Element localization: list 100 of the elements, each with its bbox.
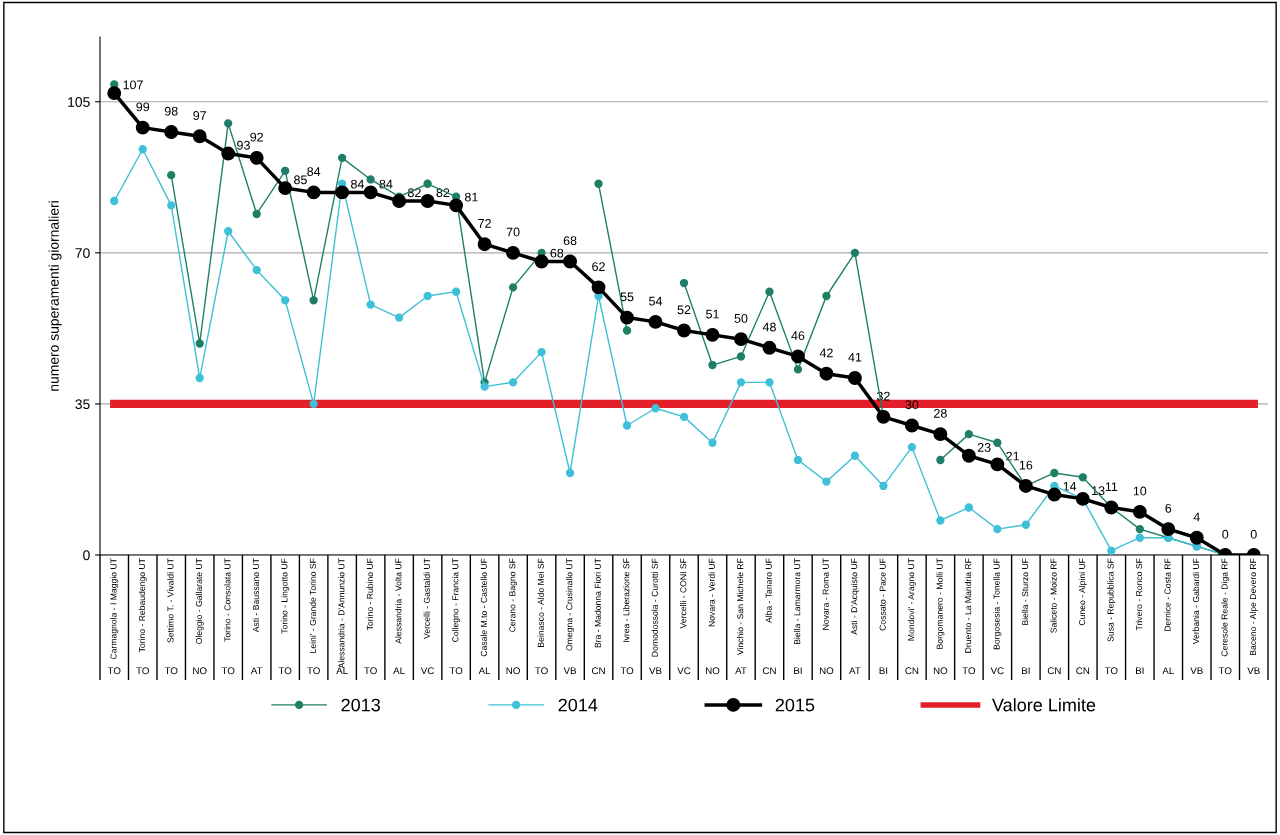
point (278, 181, 293, 196)
point (620, 310, 634, 325)
point (1050, 468, 1059, 478)
category-label: Leini' - Grande Torino SF TO (307, 558, 320, 675)
point (451, 287, 461, 296)
point (736, 378, 746, 387)
data-label: 23 (977, 443, 991, 452)
point (936, 455, 945, 465)
point (847, 371, 862, 385)
point (224, 227, 233, 236)
category-label: Asti - D'Acquisto UF AT (849, 558, 861, 675)
y-axis-title: numero superamenti giornalieri (48, 201, 62, 391)
category-label: Biella - Sturzo UF BI (1021, 558, 1030, 675)
data-label: 10 (1133, 486, 1147, 496)
point (850, 451, 860, 460)
category-label: Asti - Baussano UT AT (250, 558, 263, 675)
point (423, 179, 432, 188)
category-label: Domodossola - Curotti SF VB (649, 558, 662, 675)
category-label: Baceno - Alpe Devero RF VB (1247, 558, 1260, 675)
data-label: 46 (791, 331, 805, 341)
category-label: Cossato - Pace UF BI (879, 558, 888, 675)
point (1047, 487, 1062, 502)
data-label: 6 (1165, 503, 1172, 513)
point (508, 378, 518, 387)
data-label: 28 (934, 408, 947, 418)
point (651, 404, 660, 413)
point (224, 119, 233, 128)
point (591, 280, 606, 295)
point (964, 503, 974, 512)
category-label: Vercelli - Gastaldi UT VC (420, 558, 434, 675)
point (565, 468, 575, 478)
category-label: Omegna - Crusinallo UT VB (563, 558, 577, 675)
category-label: Borgosesia - Tonella UF VC (990, 558, 1004, 675)
point (1107, 546, 1116, 555)
point (648, 314, 663, 329)
category-label: Alba - Tanaro UF CN (762, 558, 776, 675)
point (423, 291, 432, 301)
point (961, 448, 976, 463)
y-tick-label: 70 (75, 248, 90, 258)
point (822, 291, 831, 301)
point (138, 145, 147, 154)
point (480, 382, 489, 391)
category-label: Ivrea - Liberazione SF TO (620, 558, 634, 675)
data-label: 84 (351, 179, 365, 189)
point (110, 196, 119, 206)
point (679, 412, 689, 422)
point (1189, 530, 1204, 545)
data-label: 84 (379, 179, 393, 189)
point (734, 332, 748, 347)
data-label: 68 (550, 248, 564, 258)
category-label: Torino - Rubino UF TO (364, 558, 377, 675)
point (366, 300, 375, 309)
point (594, 179, 603, 188)
point (449, 198, 464, 213)
category-label: Vinchio - San Michele RF AT (735, 558, 747, 675)
point (993, 438, 1002, 447)
data-label: 85 (294, 175, 307, 185)
legend-label: 2013 (341, 698, 380, 712)
data-label: 48 (762, 322, 776, 332)
point (819, 366, 834, 381)
point (107, 86, 122, 101)
point (907, 442, 917, 452)
data-label: 93 (237, 140, 250, 150)
point (335, 185, 350, 200)
point (622, 421, 632, 430)
data-label: 21 (1006, 451, 1019, 461)
data-label: 92 (250, 132, 264, 142)
point (506, 245, 521, 260)
y-tick-label: 105 (68, 97, 90, 107)
point (1078, 473, 1087, 482)
category-label: Biella - Lamarmora UT BI (793, 558, 802, 675)
point (337, 153, 347, 163)
point (195, 339, 204, 348)
data-label: 98 (164, 106, 178, 116)
point (990, 457, 1005, 472)
point (309, 399, 318, 409)
point (679, 278, 689, 288)
data-label: 97 (193, 111, 207, 120)
data-label: 68 (563, 236, 577, 246)
category-label: Cerano - Bagno SF NO (506, 558, 520, 675)
point (366, 175, 375, 184)
point (736, 352, 746, 361)
y-tick-label: 0 (83, 550, 90, 561)
point (477, 237, 492, 252)
data-label: 14 (1063, 481, 1077, 491)
point (793, 365, 803, 374)
point (791, 349, 805, 364)
point (936, 516, 945, 525)
point (1021, 520, 1031, 529)
point (964, 429, 974, 439)
point (993, 524, 1002, 534)
point (167, 201, 176, 210)
x-tick-label: Alessandria - D'Annunzio UT AL (336, 558, 348, 675)
data-label: 16 (1019, 460, 1033, 470)
point (879, 481, 888, 491)
category-label: Trivero - Ronco SF BI (1135, 558, 1144, 675)
data-label: 41 (848, 352, 862, 362)
data-label: 81 (464, 192, 478, 202)
point (1135, 533, 1144, 542)
point (765, 378, 774, 387)
